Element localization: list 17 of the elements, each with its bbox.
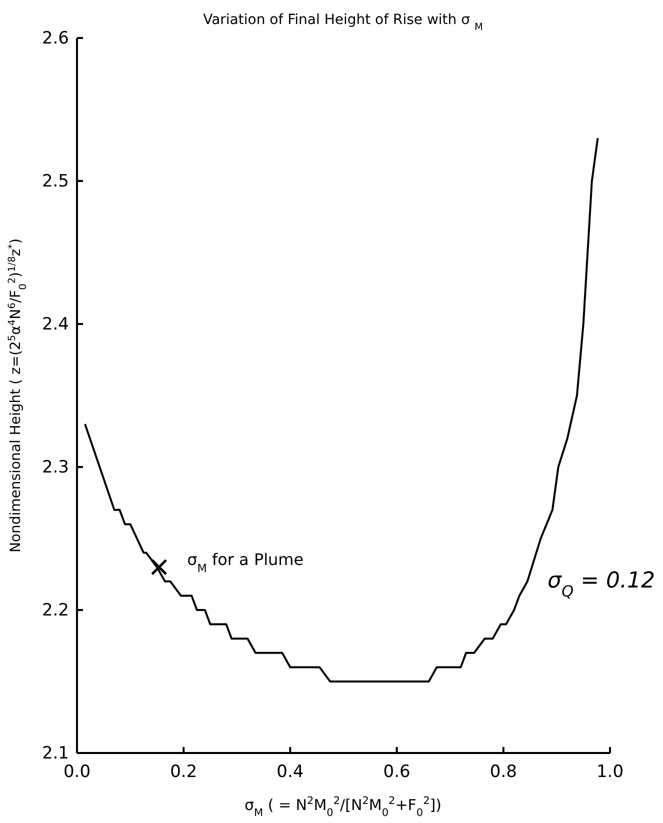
annotation: σ$_{Q}$ = 0.12 bbox=[548, 568, 655, 601]
x-tick-label: 1.0 bbox=[596, 762, 624, 782]
text: σ$_{M}$ ( = N$^{2}$M$_{0}$$^{2}$/[N$^{2}$M$_{0}$$^{2}$+F$_{0}$$^{2}$]) bbox=[244, 795, 442, 819]
y-tick-label: 2.2 bbox=[42, 600, 69, 620]
y-tick-label: 2.4 bbox=[42, 314, 69, 334]
y-tick-label: 2.5 bbox=[42, 171, 69, 192]
x-tick-label: 0.8 bbox=[490, 762, 517, 782]
x-tick-label: 0.4 bbox=[276, 762, 304, 782]
chart-title: Variation of Final Height of Rise with σ $_{M}$ bbox=[203, 12, 483, 32]
y-tick-label: 2.3 bbox=[42, 457, 69, 478]
y-tick-label: 2.1 bbox=[42, 743, 69, 764]
x-tick-label: 0.6 bbox=[383, 762, 410, 782]
annotation: σ$_{M}$ for a Plume bbox=[187, 550, 304, 575]
y-tick-label: 2.6 bbox=[42, 28, 69, 48]
line-series bbox=[84, 137, 599, 682]
x-tick-label: 0.0 bbox=[63, 762, 91, 782]
x-tick-label: 0.2 bbox=[170, 762, 198, 782]
